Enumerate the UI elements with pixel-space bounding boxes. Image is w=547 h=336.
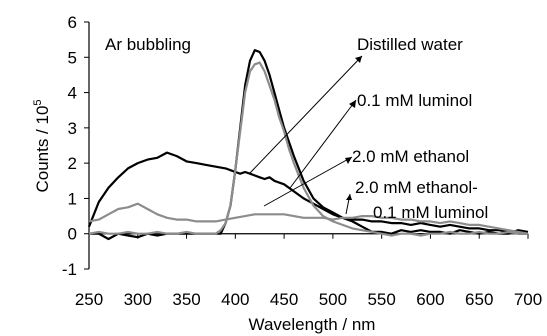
- annotation-condition: Ar bubbling: [105, 35, 191, 54]
- y-tick-label: 0: [68, 225, 77, 244]
- annotation-label-ethanol-luminol-2: 0.1 mM luminol: [373, 203, 488, 222]
- arrow-ethanol: [263, 156, 353, 207]
- arrow-distilled-water: [249, 55, 363, 174]
- x-tick-label: 500: [319, 290, 347, 309]
- arrow-head-luminol: [349, 100, 356, 108]
- arrow-head-distilled-water: [355, 56, 362, 63]
- annotation-label-distilled-water: Distilled water: [357, 35, 463, 54]
- annotations: Ar bubbling Distilled water 0.1 mM lumin…: [105, 35, 488, 222]
- x-tick-label: 300: [124, 290, 152, 309]
- series-line-3: [88, 61, 528, 237]
- arrow-head-ethanol: [345, 157, 352, 164]
- y-tick-label: 6: [68, 13, 77, 32]
- arrow-head-ethanol-luminol: [346, 194, 352, 200]
- series-line-4: [88, 202, 529, 235]
- y-tick-label: 3: [68, 119, 77, 138]
- y-axis-label-base: Counts / 10: [33, 106, 52, 193]
- series-layer: [87, 49, 529, 241]
- series-line-1: [87, 151, 528, 235]
- y-tick-label: 1: [68, 189, 77, 208]
- annotation-label-luminol: 0.1 mM luminol: [357, 91, 472, 110]
- x-tick-label: 650: [465, 290, 493, 309]
- x-axis-label: Wavelength / nm: [249, 315, 376, 334]
- y-tick-label: 4: [68, 84, 77, 103]
- x-tick-label: 550: [367, 290, 395, 309]
- x-tick-label: 350: [172, 290, 200, 309]
- y-tick-label: 2: [68, 154, 77, 173]
- axes: -1 0 1 2 3 4 5 6 250 300 350 400 450 500 550 600 650 700: [62, 13, 542, 309]
- annotation-label-ethanol-luminol-1: 2.0 mM ethanol-: [355, 178, 478, 197]
- arrow-luminol: [289, 99, 357, 189]
- annotation-label-ethanol: 2.0 mM ethanol: [352, 147, 469, 166]
- y-axis-label-exp: 5: [32, 99, 44, 105]
- x-tick-label: 400: [221, 290, 249, 309]
- y-tick-label: -1: [62, 260, 77, 279]
- y-tick-label: 5: [68, 48, 77, 67]
- x-tick-label: 450: [270, 290, 298, 309]
- x-tick-label: 600: [416, 290, 444, 309]
- x-tick-label: 700: [514, 290, 542, 309]
- y-axis-label: Counts / 105: [32, 99, 52, 192]
- x-tick-label: 250: [75, 290, 103, 309]
